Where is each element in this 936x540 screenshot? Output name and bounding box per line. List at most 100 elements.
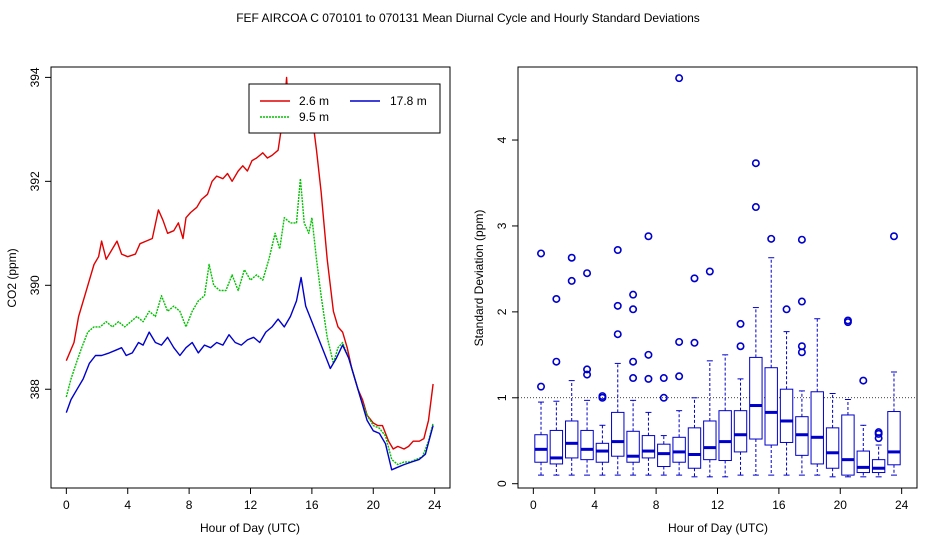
- outlier-point: [629, 305, 638, 314]
- legend-label-2-6m: 2.6 m: [299, 94, 329, 108]
- box-hour-19.5: [825, 392, 840, 478]
- iqr-box: [718, 410, 732, 462]
- outlier-point: [567, 276, 576, 285]
- left-ytick-label-390: 390: [28, 275, 42, 295]
- outlier-point: [598, 392, 607, 401]
- iqr-box: [856, 450, 870, 474]
- figure-title: FEF AIRCOA C 070101 to 070131 Mean Diurn…: [236, 11, 700, 25]
- legend: 2.6 m 9.5 m 17.8 m: [248, 83, 441, 134]
- outlier-point: [705, 267, 714, 276]
- left-y-axis-label: CO2 (ppm): [5, 248, 19, 307]
- legend-label-9-5m: 9.5 m: [299, 110, 329, 124]
- outlier-point: [659, 374, 668, 383]
- iqr-box: [672, 436, 686, 463]
- box-group: [534, 74, 901, 478]
- box-hour-4.5: [595, 392, 610, 476]
- right-xtick-label-0: 0: [530, 498, 537, 512]
- outlier-point: [629, 290, 638, 299]
- series-line-2-6-m: [65, 76, 434, 450]
- left-x-axis: 0 4 8 12 16 20 24: [63, 488, 442, 512]
- left-xtick-label-16: 16: [305, 498, 319, 512]
- outlier-point: [859, 376, 868, 385]
- outlier-point: [767, 234, 776, 243]
- box-hour-1.5: [549, 294, 564, 476]
- outlier-point: [583, 370, 592, 379]
- outlier-point: [889, 232, 898, 241]
- box-hour-16.5: [779, 305, 794, 476]
- outlier-point: [843, 316, 852, 325]
- outlier-point: [736, 319, 745, 328]
- outlier-point: [690, 338, 699, 347]
- outlier-point: [797, 297, 806, 306]
- outlier-point: [675, 74, 684, 83]
- outlier-point: [537, 249, 546, 258]
- iqr-box: [657, 443, 671, 468]
- iqr-box: [810, 391, 824, 465]
- box-hour-22.5: [871, 428, 886, 478]
- outlier-point: [629, 357, 638, 366]
- outlier-point: [644, 350, 653, 359]
- outlier-point: [537, 382, 546, 391]
- box-hour-11.5: [703, 267, 717, 478]
- box-hour-7.5: [641, 232, 656, 476]
- outlier-point: [782, 305, 791, 314]
- iqr-box: [626, 430, 640, 463]
- co2-diurnal-line-chart: 0 4 8 12 16 20 24 388 390 392 394 Hour of Day (UT…: [5, 66, 451, 535]
- outlier-point: [613, 330, 622, 339]
- box-hour-20.5: [841, 316, 855, 478]
- right-ytick-label-2: 2: [495, 308, 509, 315]
- outlier-point: [613, 246, 622, 255]
- iqr-box: [779, 388, 794, 443]
- iqr-box: [825, 427, 840, 469]
- left-xtick-label-12: 12: [244, 498, 258, 512]
- left-ytick-label-388: 388: [28, 379, 42, 399]
- right-ytick-label-4: 4: [495, 136, 509, 143]
- iqr-box: [887, 411, 901, 466]
- box-hour-10.5: [687, 274, 702, 478]
- right-xtick-label-4: 4: [591, 498, 598, 512]
- outlier-point: [797, 235, 806, 244]
- right-x-axis-label: Hour of Day (UTC): [668, 521, 768, 535]
- iqr-box: [687, 427, 702, 469]
- iqr-box: [841, 414, 855, 476]
- left-ytick-label-394: 394: [28, 67, 42, 87]
- left-series-group: [65, 76, 434, 471]
- box-hour-5.5: [611, 246, 625, 476]
- legend-label-17-8m: 17.8 m: [390, 94, 427, 108]
- outlier-point: [567, 253, 576, 262]
- outlier-point: [797, 342, 806, 351]
- outlier-point: [659, 393, 668, 402]
- iqr-box: [764, 367, 778, 446]
- left-xtick-label-24: 24: [428, 498, 442, 512]
- right-y-axis: 0 1 2 3 4: [495, 136, 518, 487]
- outlier-point: [613, 301, 622, 310]
- iqr-box: [733, 410, 748, 453]
- outlier-point: [583, 269, 592, 278]
- right-xtick-label-20: 20: [834, 498, 848, 512]
- box-hour-21.5: [856, 376, 870, 478]
- box-hour-8.5: [657, 374, 671, 476]
- outlier-point: [583, 365, 592, 374]
- box-hour-2.5: [565, 253, 579, 476]
- box-hour-0.5: [534, 249, 548, 476]
- iqr-box: [580, 429, 594, 461]
- iqr-box: [595, 442, 610, 463]
- iqr-box: [549, 429, 564, 465]
- series-line-9-5-m: [65, 178, 434, 466]
- left-y-axis: 388 390 392 394: [28, 67, 51, 399]
- box-hour-15.5: [764, 234, 778, 476]
- outlier-point: [874, 428, 883, 437]
- legend-box: [248, 83, 441, 134]
- iqr-box: [611, 411, 625, 457]
- box-hour-6.5: [626, 290, 640, 476]
- outlier-point: [675, 337, 684, 346]
- outlier-point: [629, 374, 638, 383]
- outlier-point: [751, 203, 760, 212]
- outlier-point: [675, 372, 684, 381]
- iqr-box: [871, 459, 886, 474]
- outlier-point: [751, 159, 760, 168]
- right-xtick-label-16: 16: [772, 498, 786, 512]
- outlier-point: [552, 357, 561, 366]
